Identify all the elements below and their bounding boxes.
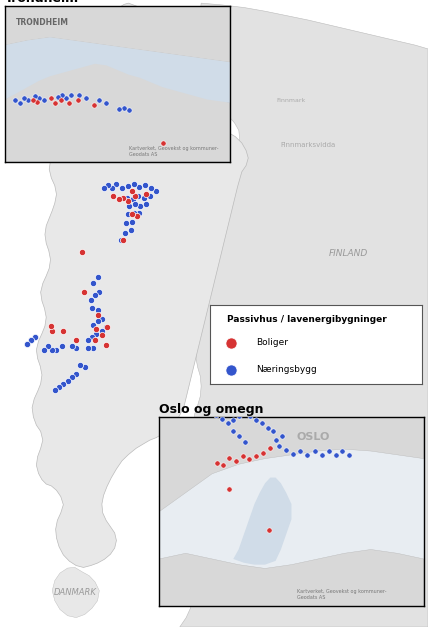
Text: DANMARK: DANMARK (54, 588, 96, 597)
Polygon shape (159, 417, 424, 512)
Polygon shape (5, 56, 230, 162)
Text: Finnmarksvidda: Finnmarksvidda (280, 142, 336, 149)
Text: OSLO: OSLO (297, 431, 330, 441)
Text: Passivhus / lavenergibygninger: Passivhus / lavenergibygninger (227, 315, 386, 324)
Text: OSLO: OSLO (229, 453, 255, 463)
Text: Næringsbygg: Næringsbygg (256, 365, 317, 374)
Polygon shape (233, 478, 291, 565)
Text: FINLAND: FINLAND (329, 250, 369, 258)
Text: Kartverket, Geovekst og kommuner-
Geodats AS: Kartverket, Geovekst og kommuner- Geodat… (129, 145, 218, 157)
Text: Boliger: Boliger (256, 339, 288, 347)
Polygon shape (32, 3, 248, 567)
Polygon shape (159, 549, 424, 606)
Text: Oslo og omegn: Oslo og omegn (159, 403, 264, 416)
Polygon shape (180, 3, 428, 627)
Text: SVERIGE: SVERIGE (251, 371, 297, 381)
Text: Kartverket, Geovekst og kommuner-
Geodats AS: Kartverket, Geovekst og kommuner- Geodat… (297, 589, 386, 600)
Text: Trondheim: Trondheim (5, 0, 79, 5)
Polygon shape (5, 38, 230, 103)
Text: Finnmark: Finnmark (276, 98, 306, 103)
Text: TRONDHEIM: TRONDHEIM (16, 18, 69, 27)
Polygon shape (52, 567, 99, 618)
Polygon shape (5, 6, 230, 62)
